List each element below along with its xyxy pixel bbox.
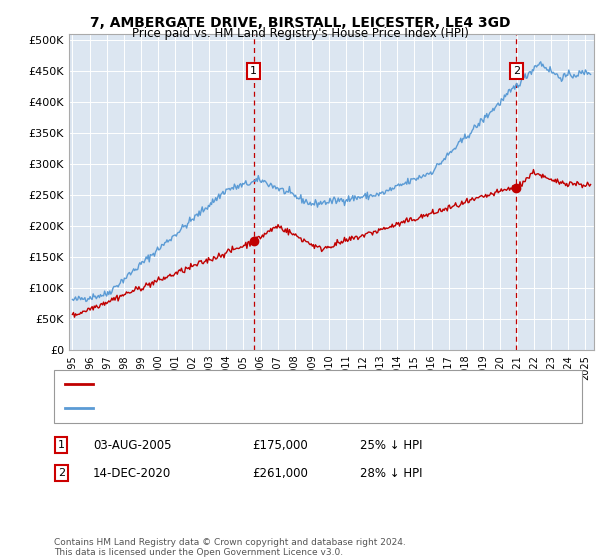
- Text: 1: 1: [250, 66, 257, 76]
- Text: 7, AMBERGATE DRIVE, BIRSTALL, LEICESTER, LE4 3GD: 7, AMBERGATE DRIVE, BIRSTALL, LEICESTER,…: [90, 16, 510, 30]
- Text: 2: 2: [58, 468, 65, 478]
- Text: 2: 2: [512, 66, 520, 76]
- Text: 7, AMBERGATE DRIVE, BIRSTALL, LEICESTER, LE4 3GD (detached house): 7, AMBERGATE DRIVE, BIRSTALL, LEICESTER,…: [99, 380, 475, 390]
- Text: Contains HM Land Registry data © Crown copyright and database right 2024.
This d: Contains HM Land Registry data © Crown c…: [54, 538, 406, 557]
- Text: 14-DEC-2020: 14-DEC-2020: [93, 466, 171, 480]
- Text: 03-AUG-2005: 03-AUG-2005: [93, 438, 172, 452]
- Text: £175,000: £175,000: [252, 438, 308, 452]
- Text: HPI: Average price, detached house, Charnwood: HPI: Average price, detached house, Char…: [99, 403, 351, 413]
- Text: £261,000: £261,000: [252, 466, 308, 480]
- Text: Price paid vs. HM Land Registry's House Price Index (HPI): Price paid vs. HM Land Registry's House …: [131, 27, 469, 40]
- Text: 1: 1: [58, 440, 65, 450]
- Text: 25% ↓ HPI: 25% ↓ HPI: [360, 438, 422, 452]
- Text: 28% ↓ HPI: 28% ↓ HPI: [360, 466, 422, 480]
